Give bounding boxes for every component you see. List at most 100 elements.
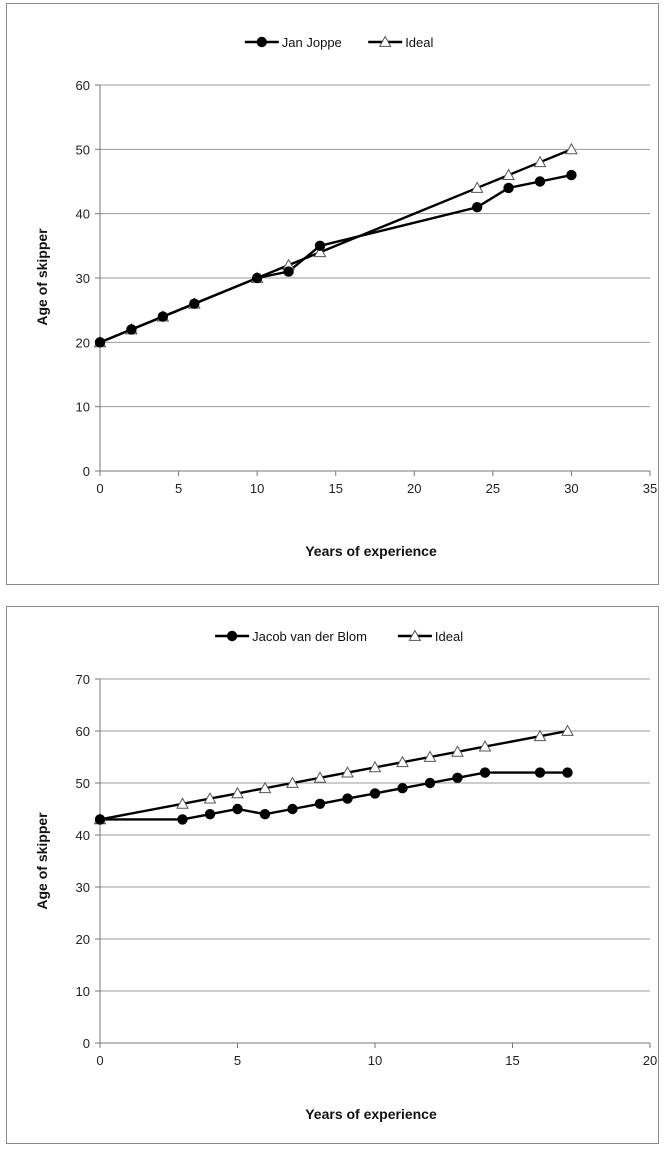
data-point-ideal [533, 729, 547, 742]
tick-labels: 0 10 20 30 40 50 60 0 5 10 15 20 25 30 35 [76, 78, 658, 496]
axes [95, 678, 651, 1048]
x-tick-label: 20 [407, 481, 421, 496]
gridlines [100, 84, 650, 408]
y-tick-label: 10 [76, 400, 90, 415]
legend-item-ideal: Ideal [397, 629, 463, 644]
x-tick-label: 0 [96, 481, 103, 496]
data-point-jacob-van-der-blom [397, 783, 408, 794]
legend-item-jan-joppe: Jan Joppe [244, 35, 342, 50]
data-point-ideal [231, 786, 244, 799]
data-point-jan-joppe [471, 202, 483, 213]
y-tick-label: 40 [76, 828, 90, 843]
y-tick-label: 60 [76, 724, 90, 739]
y-tick-label: 0 [83, 464, 90, 479]
y-tick-label: 20 [76, 932, 90, 947]
legend: Jan Joppe Ideal [244, 35, 434, 50]
x-tick-label: 20 [643, 1053, 657, 1068]
legend-item-jacob-van-der-blom: Jacob van der Blom [215, 629, 367, 644]
legend-marker [408, 629, 422, 641]
legend-label: Jacob van der Blom [252, 629, 367, 644]
legend: Jacob van der Blom Ideal [215, 629, 463, 644]
data-point-jacob-van-der-blom [232, 803, 243, 815]
y-tick-label: 30 [76, 271, 90, 286]
data-point-ideal [203, 792, 217, 804]
legend-label: Ideal [405, 35, 433, 50]
legend-label: Jan Joppe [282, 35, 342, 50]
data-point-ideal [478, 740, 492, 752]
data-point-jan-joppe [534, 176, 546, 187]
x-tick-label: 10 [250, 481, 264, 496]
y-tick-label: 50 [76, 142, 90, 157]
chart-jan-joppe-svg: 0 10 20 30 40 50 60 0 5 10 15 20 25 30 35 Jan Joppe Ide… [34, 35, 658, 559]
data-point-jacob-van-der-blom [452, 772, 463, 783]
x-tick-label: 15 [328, 481, 342, 496]
data-point-ideal [286, 776, 299, 788]
data-point-ideal [396, 755, 409, 768]
legend-marker [378, 35, 392, 47]
y-tick-label: 70 [76, 672, 90, 687]
series [93, 724, 574, 825]
data-point-jan-joppe [94, 337, 106, 348]
data-point-jacob-van-der-blom [369, 788, 381, 799]
data-point-jacob-van-der-blom [259, 809, 271, 820]
data-point-jacob-van-der-blom [94, 814, 106, 825]
data-point-ideal [561, 724, 574, 736]
y-tick-label: 50 [76, 776, 90, 791]
data-point-ideal [451, 745, 464, 757]
axes [95, 84, 651, 476]
data-point-jacob-van-der-blom [287, 803, 298, 815]
data-point-jacob-van-der-blom [342, 793, 353, 804]
data-point-jan-joppe [283, 266, 294, 277]
data-point-jacob-van-der-blom [562, 767, 573, 778]
data-point-ideal [423, 750, 437, 762]
chart-jan-joppe: 0 10 20 30 40 50 60 0 5 10 15 20 25 30 35 Jan Joppe Ide… [6, 3, 659, 585]
data-point-jacob-van-der-blom [534, 767, 546, 778]
chart-jacob-van-der-blom: 0 10 20 30 40 50 60 70 0 5 10 15 20 Jacob van der Bl… [6, 606, 659, 1144]
legend-label: Ideal [435, 629, 463, 644]
x-tick-label: 5 [234, 1053, 241, 1068]
x-tick-label: 10 [368, 1053, 382, 1068]
data-point-ideal [313, 771, 327, 783]
gridlines [100, 678, 650, 992]
x-axis-title: Years of experience [305, 543, 437, 559]
data-point-ideal [258, 781, 272, 794]
chart-jacob-van-der-blom-svg: 0 10 20 30 40 50 60 70 0 5 10 15 20 Jacob van der Bl… [34, 629, 658, 1122]
data-point-jacob-van-der-blom [314, 798, 326, 809]
y-tick-label: 60 [76, 78, 90, 93]
x-axis-title: Years of experience [305, 1106, 437, 1122]
data-point-jacob-van-der-blom [204, 809, 216, 820]
x-tick-label: 0 [96, 1053, 103, 1068]
x-tick-label: 25 [486, 481, 500, 496]
legend-marker [226, 630, 238, 642]
data-point-ideal [341, 766, 354, 778]
y-axis-title: Age of skipper [34, 228, 50, 326]
y-tick-label: 30 [76, 880, 90, 895]
data-point-ideal [176, 797, 189, 809]
data-point-jan-joppe [503, 182, 514, 194]
y-tick-label: 0 [83, 1036, 90, 1051]
x-tick-label: 15 [505, 1053, 519, 1068]
x-tick-label: 35 [643, 481, 657, 496]
y-tick-label: 10 [76, 984, 90, 999]
data-point-jan-joppe [126, 324, 137, 335]
data-point-jacob-van-der-blom [424, 777, 436, 789]
data-point-ideal [368, 760, 382, 773]
data-point-jacob-van-der-blom [177, 814, 188, 825]
series-line-jan-joppe [99, 173, 572, 344]
data-point-ideal [313, 245, 327, 258]
data-point-jacob-van-der-blom [479, 767, 491, 778]
data-point-jan-joppe [251, 272, 263, 284]
data-point-jan-joppe [566, 169, 577, 181]
legend-item-ideal: Ideal [368, 35, 434, 50]
data-point-jan-joppe [157, 311, 169, 322]
series [93, 142, 578, 348]
data-point-ideal [565, 142, 578, 155]
series-line-jacob-van-der-blom [100, 771, 568, 821]
y-tick-label: 40 [76, 207, 90, 222]
tick-labels: 0 10 20 30 40 50 60 70 0 5 10 15 20 [76, 672, 658, 1068]
x-tick-label: 5 [175, 481, 182, 496]
legend-marker [256, 36, 267, 48]
y-axis-title: Age of skipper [34, 812, 50, 910]
y-tick-label: 20 [76, 335, 90, 350]
data-point-ideal [502, 168, 515, 180]
